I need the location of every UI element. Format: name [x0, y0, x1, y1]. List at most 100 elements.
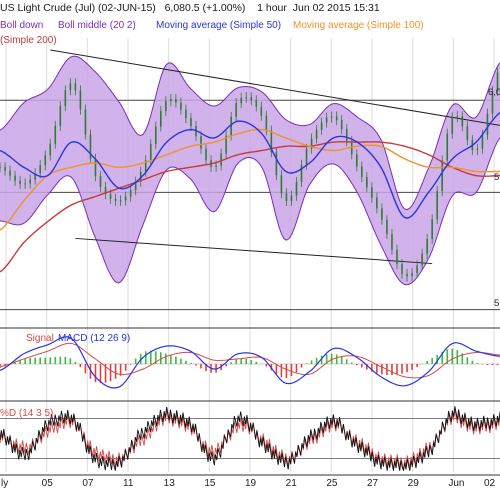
date-tick-label: 19: [245, 478, 257, 489]
candle-body: [361, 166, 363, 177]
macd-histogram-bar: [44, 357, 47, 364]
candle-body: [79, 90, 82, 110]
candle-body: [149, 144, 152, 161]
ma100-line: [0, 128, 500, 231]
macd-histogram-bar: [24, 358, 26, 364]
macd-histogram-bar: [54, 357, 57, 364]
macd-histogram-bar: [215, 364, 217, 373]
last-price: 6,080.5 (+1.00%): [164, 2, 246, 14]
macd-histogram-bar: [476, 363, 479, 364]
macd-histogram-bar: [124, 364, 127, 371]
candle-body: [170, 98, 172, 102]
macd-histogram-bar: [74, 361, 77, 364]
macd-histogram-bar: [436, 354, 438, 364]
candle-body: [315, 129, 318, 139]
indicator-lines: [0, 112, 500, 273]
macd-histogram-bar: [39, 357, 42, 364]
candle-body: [59, 106, 62, 126]
macd-histogram-bar: [471, 360, 474, 364]
macd-histogram-bar: [134, 358, 137, 364]
legend-boll-middle[interactable]: Boll middle (20 2): [58, 20, 136, 31]
candle-body: [89, 134, 92, 159]
candle-body: [491, 91, 494, 114]
timestamp: Jun 02 2015 15:31: [292, 2, 380, 14]
macd-histogram-bar: [275, 364, 278, 375]
candle-body: [295, 182, 298, 196]
candle-body: [376, 197, 378, 209]
macd-histogram-bar: [300, 364, 303, 368]
macd-histogram-bar: [160, 352, 162, 364]
pane-frames: [0, 327, 500, 476]
candle-body: [200, 136, 202, 149]
date-tick-label: 29: [407, 478, 419, 489]
candle-body: [235, 103, 237, 117]
macd-histogram-bar: [170, 354, 172, 364]
macd-histogram-bar: [366, 364, 368, 370]
candle-body: [461, 116, 464, 127]
legend-ma100[interactable]: Moving average (Simple 100): [293, 20, 424, 31]
macd-histogram-bar: [29, 357, 31, 364]
candle-body: [340, 120, 343, 130]
macd-histogram-bar: [225, 364, 227, 367]
macd-histogram-bar: [230, 362, 232, 364]
candle-body: [280, 175, 283, 194]
macd-histogram-bar: [330, 353, 333, 364]
ma50-line: [0, 112, 500, 219]
candle-body: [4, 167, 6, 171]
legend-ma200[interactable]: (Simple 200): [0, 35, 57, 46]
support-trendline: [75, 237, 433, 265]
chart-header: US Light Crude (Jul) (02-JUN-15) 6,080.5…: [0, 2, 380, 14]
candle-body: [29, 179, 31, 184]
macd-histogram-bar: [99, 364, 102, 384]
legend-macd[interactable]: MACD (12 26 9): [58, 333, 131, 344]
candle-body: [64, 90, 67, 107]
interval: 1 hour: [257, 2, 287, 14]
date-tick-label: 11: [123, 478, 134, 489]
macd-histogram-bar: [280, 364, 283, 378]
macd-histogram-bar: [250, 360, 253, 364]
macd-histogram-bar: [290, 364, 293, 377]
legend-boll-down[interactable]: Boll down: [0, 20, 44, 31]
candle-body: [260, 106, 263, 116]
macd-histogram-bar: [416, 364, 418, 367]
candle-body: [9, 170, 11, 176]
date-tick-label: 25: [326, 478, 338, 489]
macd-histogram-bar: [265, 364, 268, 367]
macd-histogram-bar: [205, 364, 207, 372]
legend-stoch-d[interactable]: %D (14 3 5): [0, 408, 54, 419]
candle-body: [265, 115, 268, 131]
macd-histogram-bar: [426, 360, 428, 364]
candle-body: [496, 72, 499, 92]
candle-body: [466, 126, 469, 141]
candle-body: [84, 109, 87, 135]
candle-body: [94, 158, 97, 177]
candle-body: [275, 152, 278, 176]
legend-ma50[interactable]: Moving average (Simple 50): [156, 20, 282, 31]
candle-body: [401, 264, 403, 274]
macd-histogram-bar: [320, 355, 323, 364]
macd-histogram-bar: [441, 351, 444, 364]
macd-histogram-bar: [376, 364, 378, 374]
candle-body: [49, 143, 52, 156]
date-tick-label: 27: [367, 478, 379, 489]
stoch-k-line: [0, 406, 500, 471]
candle-body: [305, 148, 308, 165]
candle-body: [426, 238, 428, 254]
candle-body: [160, 111, 162, 127]
bollinger-band: [0, 55, 500, 286]
ma200-line: [0, 141, 500, 273]
macd-histogram-bar: [245, 358, 248, 364]
candle-body: [451, 117, 454, 134]
candle-body: [325, 117, 328, 123]
legend-macd-signal[interactable]: Signal: [26, 333, 54, 344]
candle-body: [245, 97, 248, 99]
candle-body: [134, 181, 137, 191]
macd-histogram-bar: [49, 357, 52, 364]
macd-histogram-bar: [200, 364, 202, 369]
macd-histogram-bar: [129, 364, 132, 365]
macd-histogram-bar: [315, 357, 318, 364]
candle-body: [330, 116, 333, 118]
candle-body: [39, 165, 42, 174]
trendlines: [50, 49, 500, 265]
